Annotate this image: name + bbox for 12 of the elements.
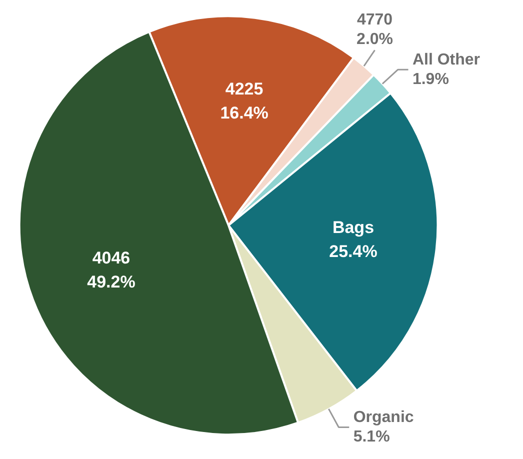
data-label: 1.9% <box>412 70 449 88</box>
slice-label: All Other <box>412 51 480 68</box>
slice-label: 4046 <box>92 248 130 268</box>
slice-label: 4225 <box>225 80 264 99</box>
slice-label: Organic <box>353 408 414 426</box>
data-label: 5.1% <box>353 428 390 446</box>
data-label: 49.2% <box>87 272 136 292</box>
data-label: 16.4% <box>220 103 268 122</box>
slice-label: 4770 <box>356 12 393 29</box>
data-label: 2.0% <box>356 31 394 48</box>
slice-label: Bags <box>332 218 374 238</box>
data-label: 25.4% <box>329 242 378 261</box>
